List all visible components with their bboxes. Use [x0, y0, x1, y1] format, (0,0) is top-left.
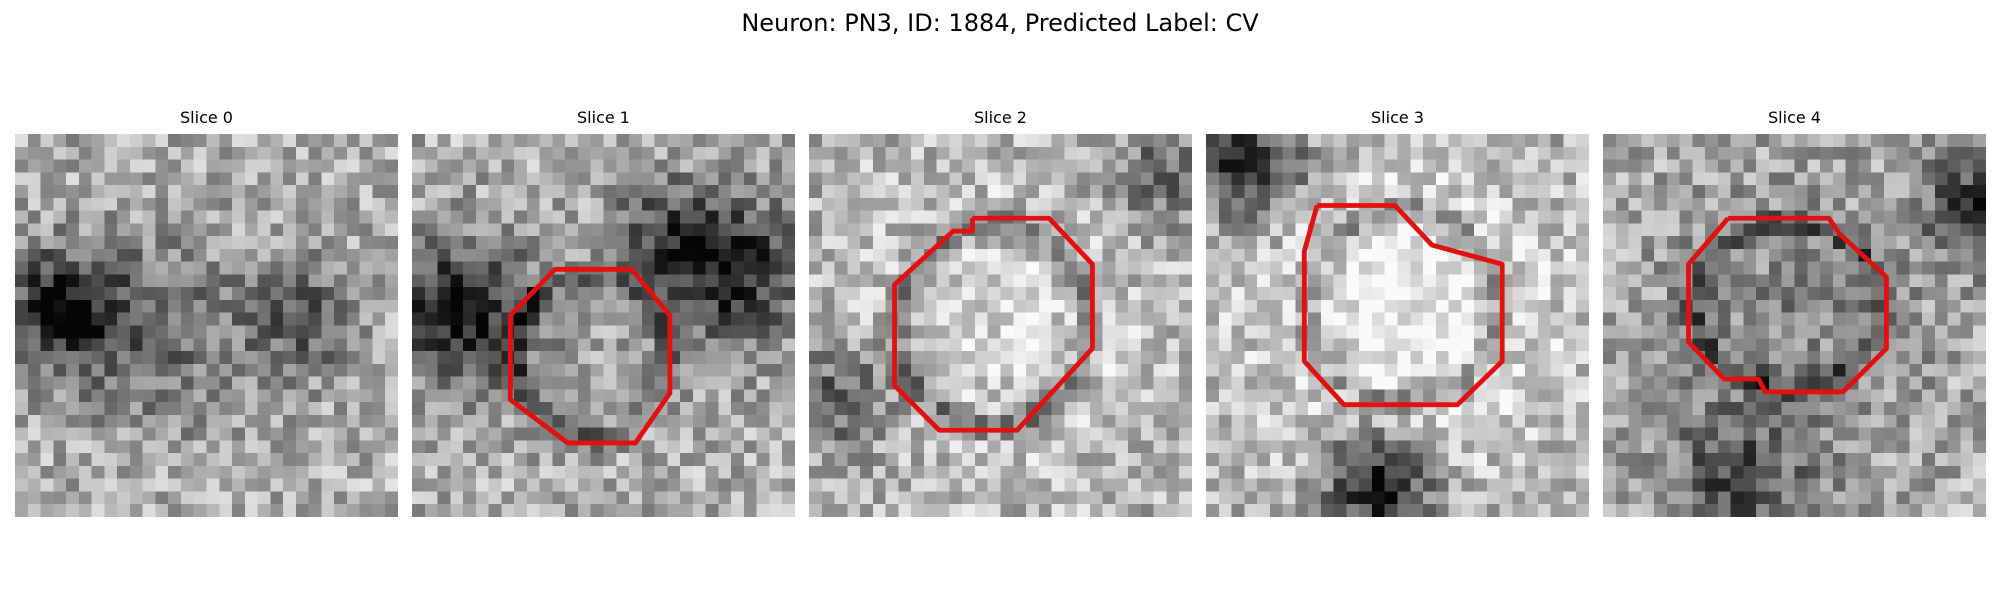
pixel-grid	[809, 134, 1192, 517]
slice-image	[1603, 134, 1986, 517]
segmentation-outline	[892, 215, 1095, 433]
segmentation-outline	[507, 266, 673, 446]
slice-panel-1: Slice 1	[412, 108, 795, 517]
segmentation-outline	[1686, 215, 1889, 395]
pixel-grid	[412, 134, 795, 517]
slice-title: Slice 1	[577, 108, 630, 127]
slice-title: Slice 3	[1371, 108, 1424, 127]
slice-image	[1206, 134, 1589, 517]
slice-panel-4: Slice 4	[1603, 108, 1986, 517]
slice-image	[412, 134, 795, 517]
slice-panel-2: Slice 2	[809, 108, 1192, 517]
pixel-grid	[1206, 134, 1589, 517]
slice-image	[809, 134, 1192, 517]
slice-panel-3: Slice 3	[1206, 108, 1589, 517]
segmentation-outline	[1301, 203, 1505, 408]
pixel-grid	[15, 134, 398, 517]
figure-title: Neuron: PN3, ID: 1884, Predicted Label: …	[741, 9, 1259, 37]
slice-title: Slice 4	[1768, 108, 1821, 127]
slice-image	[15, 134, 398, 517]
slice-title: Slice 0	[180, 108, 233, 127]
slice-panel-0: Slice 0	[15, 108, 398, 517]
pixel-grid	[1603, 134, 1986, 517]
slice-title: Slice 2	[974, 108, 1027, 127]
